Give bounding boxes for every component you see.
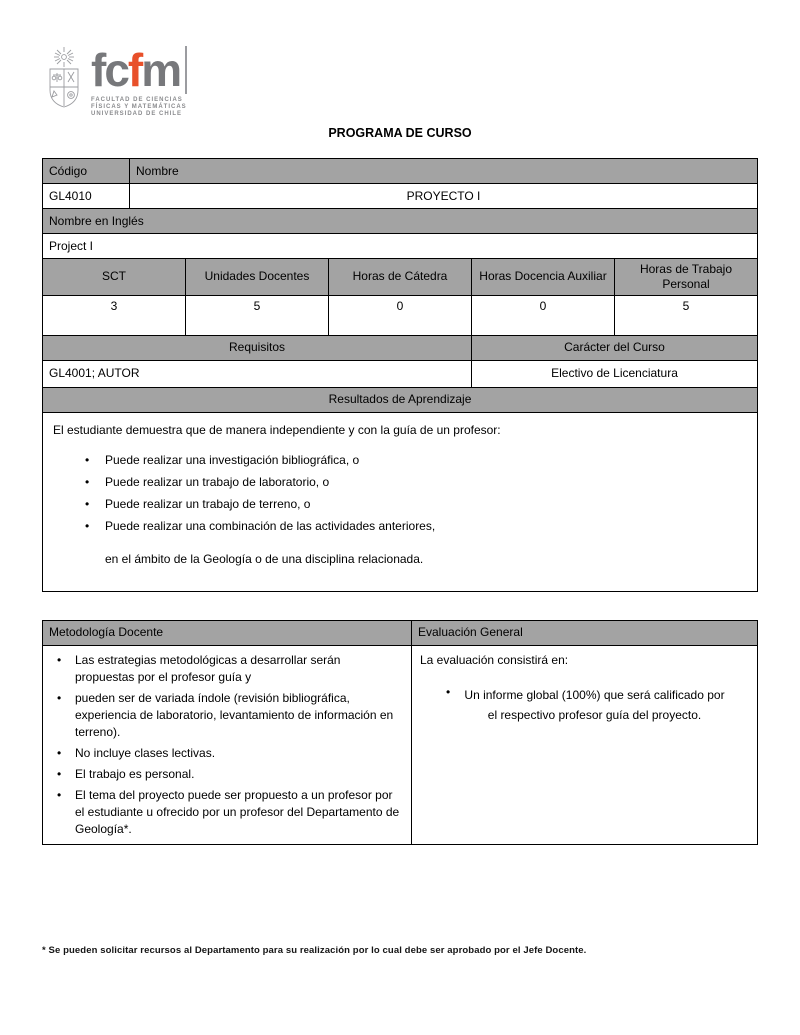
horas-trabajo-personal-header-cell: Horas de Trabajo Personal bbox=[614, 257, 758, 296]
bullet-item: El tema del proyecto puede ser propuesto… bbox=[53, 787, 403, 838]
horas-catedra-header-cell: Horas de Cátedra bbox=[328, 257, 472, 296]
bullet-item: El trabajo es personal. bbox=[53, 766, 403, 783]
horas-docencia-auxiliar-header-cell: Horas Docencia Auxiliar bbox=[471, 257, 615, 296]
bullet-item: Puede realizar una combinación de las ac… bbox=[85, 518, 749, 534]
horas-catedra-value-cell: 0 bbox=[328, 294, 472, 336]
unidades-docentes-value-cell: 5 bbox=[185, 294, 329, 336]
nombre-value-cell: PROYECTO I bbox=[129, 183, 758, 209]
codigo-header-cell: Código bbox=[42, 158, 130, 184]
faculty-line-2: FÍSICAS Y MATEMÁTICAS bbox=[91, 104, 187, 110]
nombre-ingles-value-cell: Project I bbox=[42, 233, 758, 259]
bullet-item: Puede realizar un trabajo de laboratorio… bbox=[85, 474, 749, 490]
horas-docencia-auxiliar-value-cell: 0 bbox=[471, 294, 615, 336]
resultados-body-cell: El estudiante demuestra que de manera in… bbox=[42, 411, 758, 592]
requisitos-value-cell: GL4001; AUTOR bbox=[42, 359, 472, 388]
page-title: PROGRAMA DE CURSO bbox=[328, 126, 472, 140]
evaluacion-body-cell: La evaluación consistirá en: • Un inform… bbox=[411, 644, 758, 845]
bullet-marker: • bbox=[446, 684, 451, 699]
sct-value-cell: 3 bbox=[42, 294, 186, 336]
metodologia-header-cell: Metodología Docente bbox=[42, 619, 412, 646]
wordmark-m: m bbox=[141, 44, 182, 96]
resultados-header-cell: Resultados de Aprendizaje bbox=[42, 386, 758, 413]
credits-table: SCT Unidades Docentes Horas de Cátedra H… bbox=[42, 257, 758, 592]
resultados-intro: El estudiante demuestra que de manera in… bbox=[53, 422, 501, 437]
caracter-value-cell: Electivo de Licenciatura bbox=[471, 359, 758, 388]
bullet-item: Las estrategias metodológicas a desarrol… bbox=[53, 652, 403, 686]
horas-trabajo-personal-value-cell: 5 bbox=[614, 294, 758, 336]
section-gap bbox=[42, 592, 758, 620]
bullet-item: Un informe global (100%) que será califi… bbox=[464, 687, 725, 722]
university-logo: fcfm FACULTAD DE CIENCIAS FÍSICAS Y MATE… bbox=[44, 44, 188, 118]
faculty-caption: FACULTAD DE CIENCIAS FÍSICAS Y MATEMÁTIC… bbox=[91, 97, 187, 118]
metodologia-bullet-list: Las estrategias metodológicas a desarrol… bbox=[49, 652, 405, 838]
caracter-header-cell: Carácter del Curso bbox=[471, 334, 758, 361]
bullet-item: No incluye clases lectivas. bbox=[53, 745, 403, 762]
bullet-item: Puede realizar una investigación bibliog… bbox=[85, 452, 749, 468]
bullet-item: pueden ser de variada índole (revisión b… bbox=[53, 690, 403, 741]
document-content: Código Nombre GL4010 PROYECTO I Nombre e… bbox=[42, 158, 758, 956]
university-crest-icon bbox=[49, 47, 79, 108]
nombre-ingles-header-cell: Nombre en Inglés bbox=[42, 208, 758, 234]
resultados-closing: en el ámbito de la Geología o de una dis… bbox=[105, 551, 424, 566]
metodologia-body-cell: Las estrategias metodológicas a desarrol… bbox=[42, 644, 412, 845]
evaluacion-header-cell: Evaluación General bbox=[411, 619, 758, 646]
faculty-line-1: FACULTAD DE CIENCIAS bbox=[91, 97, 183, 103]
nombre-header-cell: Nombre bbox=[129, 158, 758, 184]
codigo-value-cell: GL4010 bbox=[42, 183, 130, 209]
fcfm-wordmark: fcfm bbox=[91, 44, 188, 96]
footnote: * Se pueden solicitar recursos al Depart… bbox=[42, 944, 587, 956]
faculty-line-3: UNIVERSIDAD DE CHILE bbox=[91, 111, 183, 117]
resultados-bullet-list: Puede realizar una investigación bibliog… bbox=[51, 452, 749, 534]
bullet-item: Puede realizar un trabajo de terreno, o bbox=[85, 496, 749, 512]
metodologia-evaluacion-table: Metodología Docente Evaluación General L… bbox=[42, 619, 758, 845]
brand-block: fcfm FACULTAD DE CIENCIAS FÍSICAS Y MATE… bbox=[91, 44, 188, 118]
wordmark-fc: fc bbox=[91, 44, 130, 96]
evaluacion-intro: La evaluación consistirá en: bbox=[420, 652, 569, 667]
unidades-docentes-header-cell: Unidades Docentes bbox=[185, 257, 329, 296]
course-info-table: Código Nombre GL4010 PROYECTO I Nombre e… bbox=[42, 158, 758, 259]
wordmark-f-orange: f bbox=[127, 44, 143, 96]
evaluacion-bullet-row: • Un informe global (100%) que será cali… bbox=[418, 685, 751, 725]
requisitos-header-cell: Requisitos bbox=[42, 334, 472, 361]
sct-header-cell: SCT bbox=[42, 257, 186, 296]
